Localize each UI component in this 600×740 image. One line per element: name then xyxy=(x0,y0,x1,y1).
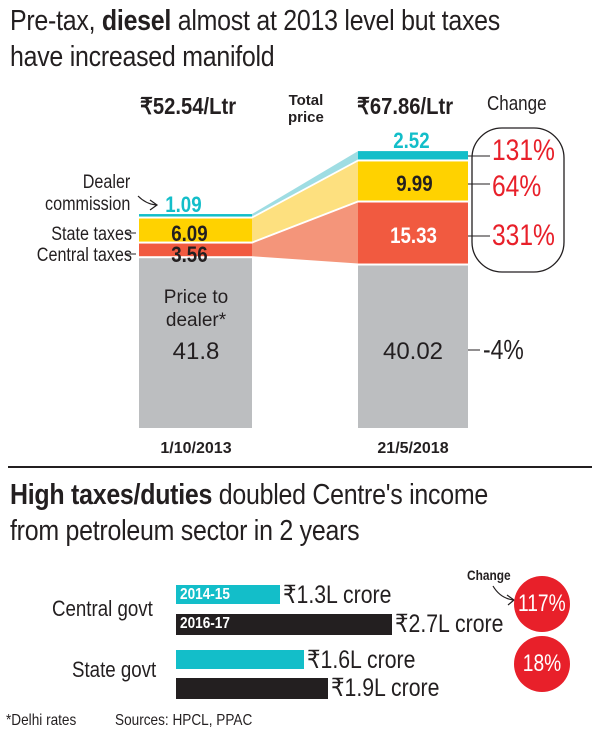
dealer-commission-label: Dealer commission xyxy=(44,172,130,215)
change-header: Change xyxy=(487,93,547,115)
state-taxes-label: State taxes xyxy=(51,224,132,245)
bar-segment-state-taxes-0 xyxy=(139,218,252,242)
central-change-circle: 117% xyxy=(514,576,570,632)
change-oval xyxy=(471,127,565,273)
year-tag: 2016-17 xyxy=(180,615,230,632)
hbar-central-govt-2014-15 xyxy=(176,585,280,604)
state-2018-value: 9.99 xyxy=(396,171,433,196)
band-3 xyxy=(252,151,358,217)
chart1-title-line2: have increased manifold xyxy=(10,41,275,73)
arrow-icon xyxy=(137,195,159,211)
state-change-circle: 18% xyxy=(514,636,570,692)
chart2-title-line2: from petroleum sector in 2 years xyxy=(10,515,360,547)
hbar-central-govt-2016-17 xyxy=(176,614,392,635)
date-2013: 1/10/2013 xyxy=(160,440,232,457)
chart2-title-line1: High taxes/duties doubled Centre's incom… xyxy=(10,479,488,511)
central-govt-label: Central govt xyxy=(52,596,153,621)
bar-segment-state-taxes-1 xyxy=(358,161,468,201)
hbar-value-label: ₹1.6L crore xyxy=(307,646,416,674)
price-2018-value: 40.02 xyxy=(382,338,444,365)
band-1 xyxy=(252,202,358,264)
hbar-value-label: ₹1.3L crore xyxy=(283,581,392,609)
date-2018: 21/5/2018 xyxy=(377,440,449,457)
sources: Sources: HPCL, PPAC xyxy=(115,712,253,729)
divider xyxy=(8,466,592,468)
total-2018: ₹67.86/Ltr xyxy=(357,93,454,119)
hbar-value-label: ₹1.9L crore xyxy=(331,674,440,702)
price-to-dealer-label: Price to dealer* xyxy=(163,287,229,331)
band-2 xyxy=(252,161,358,242)
hbar-value-label: ₹2.7L crore xyxy=(395,610,504,638)
bar-segment-price-to-dealer--0 xyxy=(139,258,252,428)
price-2013-value: 41.8 xyxy=(172,338,220,365)
dealer-change: 131% xyxy=(492,134,555,167)
bar-segment-central-taxes-0 xyxy=(139,243,252,257)
bar-segment-central-taxes-1 xyxy=(358,202,468,264)
bar-segment-dealer-commission-0 xyxy=(139,214,252,217)
state-change: 64% xyxy=(492,170,542,203)
price-change: -4% xyxy=(483,334,524,365)
stacked-bar-chart xyxy=(126,127,565,428)
hbar-state-govt-2014-15 xyxy=(176,650,304,669)
total-2013: ₹52.54/Ltr xyxy=(140,93,237,119)
hbar-state-govt-2016-17 xyxy=(176,678,328,699)
central-taxes-label: Central taxes xyxy=(36,245,132,266)
year-tag: 2014-15 xyxy=(180,586,230,603)
dealer-2013-value: 1.09 xyxy=(165,192,202,217)
central-change: 331% xyxy=(492,219,555,252)
bar-segment-price-to-dealer--1 xyxy=(358,265,468,428)
central-2013-value: 3.56 xyxy=(171,242,208,267)
change-label-2: Change xyxy=(467,567,511,583)
state-2013-value: 6.09 xyxy=(171,221,208,246)
chart1-title-line1: Pre-tax, diesel almost at 2013 level but… xyxy=(10,5,500,37)
state-govt-label: State govt xyxy=(72,657,157,682)
dealer-2018-value: 2.52 xyxy=(393,128,430,153)
footnote: *Delhi rates xyxy=(6,712,77,729)
central-2018-value: 15.33 xyxy=(390,223,437,248)
bar-segment-dealer-commission-1 xyxy=(358,151,468,160)
total-price-label: Total price xyxy=(288,92,324,126)
